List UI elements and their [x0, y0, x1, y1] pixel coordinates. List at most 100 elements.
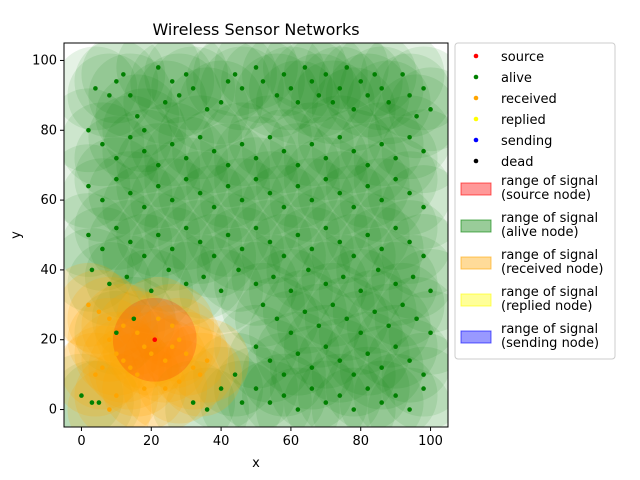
legend-label-range-3: range of signal (replied node)	[501, 285, 598, 314]
node-alive-106	[281, 253, 287, 259]
node-alive-119	[124, 274, 130, 280]
signal-range-alive-149	[388, 290, 448, 375]
node-alive-93	[100, 246, 105, 252]
legend-marker-sending	[473, 137, 479, 143]
x-tick-label-4: 80	[352, 434, 369, 449]
node-alive-29	[337, 86, 343, 91]
legend-swatch-range-2	[460, 256, 492, 270]
node-alive-102	[225, 232, 231, 238]
node-received-11	[190, 365, 196, 370]
node-alive-44	[114, 155, 119, 161]
signal-range-alive-116	[381, 214, 448, 298]
legend-swatch-range-3	[460, 293, 492, 307]
node-alive-179	[204, 407, 210, 412]
node-alive-182	[89, 400, 95, 405]
node-received-22	[176, 379, 182, 384]
y-tick-label-3: 60	[40, 193, 57, 208]
node-alive-115	[407, 239, 412, 245]
signal-range-alive-92	[64, 193, 131, 277]
y-axis-ticks: 0 20 40 60 80 100	[32, 53, 64, 418]
plot-frame	[63, 42, 449, 428]
node-received-10	[183, 351, 189, 356]
node-received-3	[121, 323, 126, 329]
node-alive-100	[197, 239, 203, 245]
signal-range-alive-16	[193, 43, 277, 117]
node-alive-180	[190, 400, 196, 405]
node-received-15	[114, 351, 119, 356]
node-alive-45	[128, 134, 133, 140]
node-alive-107	[295, 232, 301, 238]
node-received-2	[107, 316, 112, 322]
signal-range-alive-180	[151, 360, 236, 427]
node-alive-16	[232, 72, 238, 77]
signal-range-alive-174	[367, 367, 448, 427]
node-alive-80	[267, 190, 273, 196]
node-alive-9	[169, 79, 175, 84]
node-alive-172	[379, 400, 384, 405]
signal-range-alive-91	[381, 165, 448, 249]
node-alive-38	[407, 93, 412, 98]
node-alive-121	[166, 267, 172, 273]
signal-range-alive-179	[165, 367, 250, 427]
node-alive-49	[183, 155, 189, 161]
node-alive-99	[183, 225, 189, 231]
node-alive-33	[365, 93, 371, 98]
node-alive-92	[86, 232, 91, 238]
node-received-13	[204, 358, 210, 363]
node-alive-47	[155, 162, 161, 168]
node-alive-129	[306, 267, 311, 273]
node-alive-164	[267, 400, 273, 405]
node-alive-136	[428, 288, 433, 294]
signal-range-alive-164	[228, 360, 312, 427]
node-received-6	[148, 351, 154, 356]
node-alive-35	[379, 86, 384, 91]
node-alive-150	[253, 344, 259, 350]
node-alive-94	[114, 225, 119, 231]
node-alive-3	[121, 72, 126, 77]
node-alive-185	[131, 316, 137, 322]
node-alive-64	[393, 155, 398, 161]
node-alive-176	[218, 386, 224, 391]
node-alive-2	[114, 79, 119, 84]
signal-range-alive-172	[339, 360, 424, 427]
signal-range-alive-30	[304, 43, 389, 110]
signal-range-alive-175	[381, 346, 448, 427]
node-alive-34	[372, 72, 377, 77]
legend-swatch-range-4	[460, 330, 492, 344]
signal-range-alive-135	[371, 235, 448, 319]
node-alive-53	[239, 141, 245, 147]
node-alive-161	[407, 358, 412, 363]
node-received-25	[107, 407, 112, 412]
legend-label-dead: dead	[501, 155, 533, 170]
node-alive-112	[365, 232, 371, 238]
signal-range-alive-11	[144, 43, 229, 117]
node-alive-181	[79, 393, 84, 398]
node-alive-160	[393, 344, 398, 350]
node-alive-145	[372, 309, 377, 315]
node-alive-87	[365, 183, 371, 189]
node-alive-142	[330, 302, 336, 308]
signal-range-alive-169	[297, 353, 382, 427]
x-tick-label-0: 0	[77, 434, 85, 449]
node-alive-37	[400, 72, 405, 77]
node-alive-10	[176, 93, 182, 98]
node-received-5	[141, 344, 147, 350]
signal-range-alive-34	[332, 43, 417, 117]
legend-marker-received	[473, 95, 479, 101]
node-source-0	[152, 337, 158, 343]
node-received-21	[169, 323, 175, 329]
node-alive-148	[414, 316, 419, 322]
node-alive-28	[330, 100, 336, 105]
node-alive-110	[337, 239, 343, 245]
legend-label-source: source	[501, 50, 544, 65]
node-alive-52	[225, 162, 231, 168]
node-alive-82	[295, 183, 301, 189]
node-alive-6	[141, 127, 147, 133]
node-alive-171	[365, 386, 371, 391]
node-alive-79	[253, 176, 259, 182]
node-alive-15	[225, 79, 231, 84]
node-alive-74	[183, 176, 189, 182]
legend-marker-alive	[473, 74, 479, 80]
node-alive-1	[107, 93, 112, 98]
node-alive-63	[379, 141, 384, 147]
